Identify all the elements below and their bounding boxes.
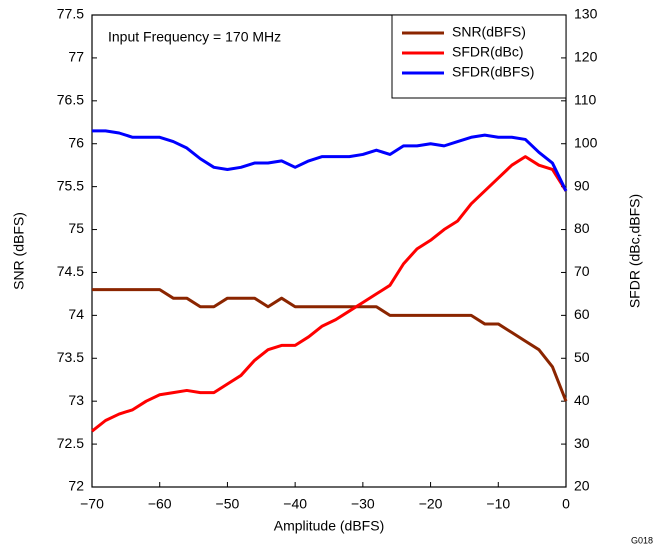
series-line <box>92 288 568 402</box>
y2-tick-label: 80 <box>574 220 590 236</box>
annotation: Input Frequency = 170 MHz <box>108 29 281 45</box>
y-tick-label: 72.5 <box>57 435 84 451</box>
legend-label: SFDR(dBc) <box>452 44 524 60</box>
x-tick-label: −10 <box>486 496 510 512</box>
y-tick-label: 73.5 <box>57 349 84 365</box>
x-tick-label: 0 <box>562 496 570 512</box>
y-tick-label: 73 <box>68 392 84 408</box>
y-tick-label: 77.5 <box>57 6 84 22</box>
y2-tick-label: 50 <box>574 349 590 365</box>
y2-tick-label: 110 <box>574 92 597 108</box>
y-tick-label: 75.5 <box>57 177 84 193</box>
figure-id: G018 <box>631 535 653 545</box>
y2-axis-label: SFDR (dBc,dBFS) <box>627 194 643 308</box>
x-tick-label: −30 <box>351 496 375 512</box>
y2-tick-label: 20 <box>574 478 590 494</box>
legend-label: SNR(dBFS) <box>452 24 526 40</box>
y2-tick-label: 100 <box>574 134 598 150</box>
plot-frame <box>91 14 567 488</box>
y2-tick-label: 90 <box>574 177 590 193</box>
x-tick-label: −20 <box>419 496 443 512</box>
y-tick-label: 76 <box>68 134 84 150</box>
y2-tick-label: 120 <box>574 49 598 65</box>
x-tick-label: −50 <box>216 496 240 512</box>
x-tick-label: −60 <box>148 496 172 512</box>
y-tick-label: 75 <box>68 220 84 236</box>
y-tick-label: 72 <box>68 478 84 494</box>
y2-tick-label: 60 <box>574 306 590 322</box>
y-tick-label: 74.5 <box>57 263 84 279</box>
x-tick-label: −70 <box>80 496 104 512</box>
x-tick-label: −40 <box>283 496 307 512</box>
y-tick-label: 74 <box>68 306 84 322</box>
series-line <box>91 155 568 433</box>
y-tick-label: 76.5 <box>57 92 84 108</box>
y2-tick-label: 130 <box>574 6 598 22</box>
y2-tick-label: 30 <box>574 435 590 451</box>
y-axis-label: SNR (dBFS) <box>11 212 27 290</box>
y2-tick-label: 70 <box>574 263 590 279</box>
y-tick-label: 77 <box>68 49 84 65</box>
y2-tick-label: 40 <box>574 392 590 408</box>
series-line <box>92 129 568 192</box>
legend-box <box>391 14 567 99</box>
x-axis-label: Amplitude (dBFS) <box>274 518 384 534</box>
legend-label: SFDR(dBFS) <box>452 64 534 80</box>
